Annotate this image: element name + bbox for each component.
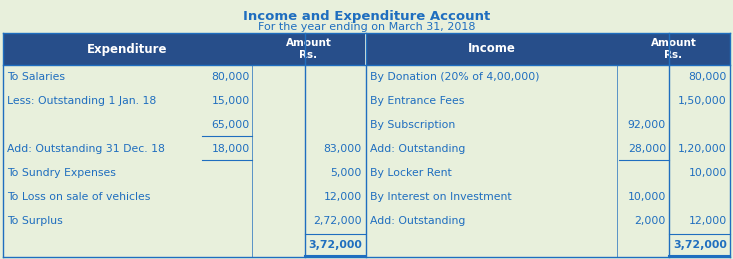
Text: Income: Income [468, 42, 515, 55]
Text: Less: Outstanding 1 Jan. 18: Less: Outstanding 1 Jan. 18 [7, 96, 156, 106]
Text: 2,72,000: 2,72,000 [314, 216, 362, 226]
Text: To Surplus: To Surplus [7, 216, 63, 226]
Bar [3, 65, 730, 257]
Text: By Locker Rent: By Locker Rent [370, 168, 452, 178]
Text: 12,000: 12,000 [689, 216, 727, 226]
Text: 18,000: 18,000 [212, 144, 250, 154]
Text: 3,72,000: 3,72,000 [673, 240, 727, 250]
Bar [3, 33, 365, 65]
Text: By Interest on Investment: By Interest on Investment [370, 192, 512, 202]
Text: 1,20,000: 1,20,000 [678, 144, 727, 154]
Text: Add: Outstanding 31 Dec. 18: Add: Outstanding 31 Dec. 18 [7, 144, 165, 154]
Text: 3,72,000: 3,72,000 [308, 240, 362, 250]
Text: 83,000: 83,000 [324, 144, 362, 154]
Text: 80,000: 80,000 [688, 72, 727, 82]
Text: Amount
Rs.: Amount Rs. [651, 38, 696, 60]
Text: To Loss on sale of vehicles: To Loss on sale of vehicles [7, 192, 150, 202]
Bar [366, 33, 730, 65]
Text: 2,000: 2,000 [635, 216, 666, 226]
Text: 5,000: 5,000 [331, 168, 362, 178]
Text: 28,000: 28,000 [627, 144, 666, 154]
Text: 10,000: 10,000 [688, 168, 727, 178]
Text: To Salaries: To Salaries [7, 72, 65, 82]
Text: 92,000: 92,000 [627, 120, 666, 130]
Text: Amount
Rs.: Amount Rs. [286, 38, 331, 60]
Text: By Entrance Fees: By Entrance Fees [370, 96, 465, 106]
Text: For the year ending on March 31, 2018: For the year ending on March 31, 2018 [258, 22, 475, 32]
Text: Expenditure: Expenditure [87, 42, 168, 55]
Text: To Sundry Expenses: To Sundry Expenses [7, 168, 116, 178]
Text: By Subscription: By Subscription [370, 120, 455, 130]
Text: 65,000: 65,000 [212, 120, 250, 130]
Text: 10,000: 10,000 [627, 192, 666, 202]
Text: By Donation (20% of 4,00,000): By Donation (20% of 4,00,000) [370, 72, 539, 82]
Text: 12,000: 12,000 [324, 192, 362, 202]
Text: Income and Expenditure Account: Income and Expenditure Account [243, 10, 490, 23]
Text: Add: Outstanding: Add: Outstanding [370, 144, 465, 154]
Text: 80,000: 80,000 [212, 72, 250, 82]
Text: 15,000: 15,000 [212, 96, 250, 106]
Text: 1,50,000: 1,50,000 [678, 96, 727, 106]
Text: Add: Outstanding: Add: Outstanding [370, 216, 465, 226]
